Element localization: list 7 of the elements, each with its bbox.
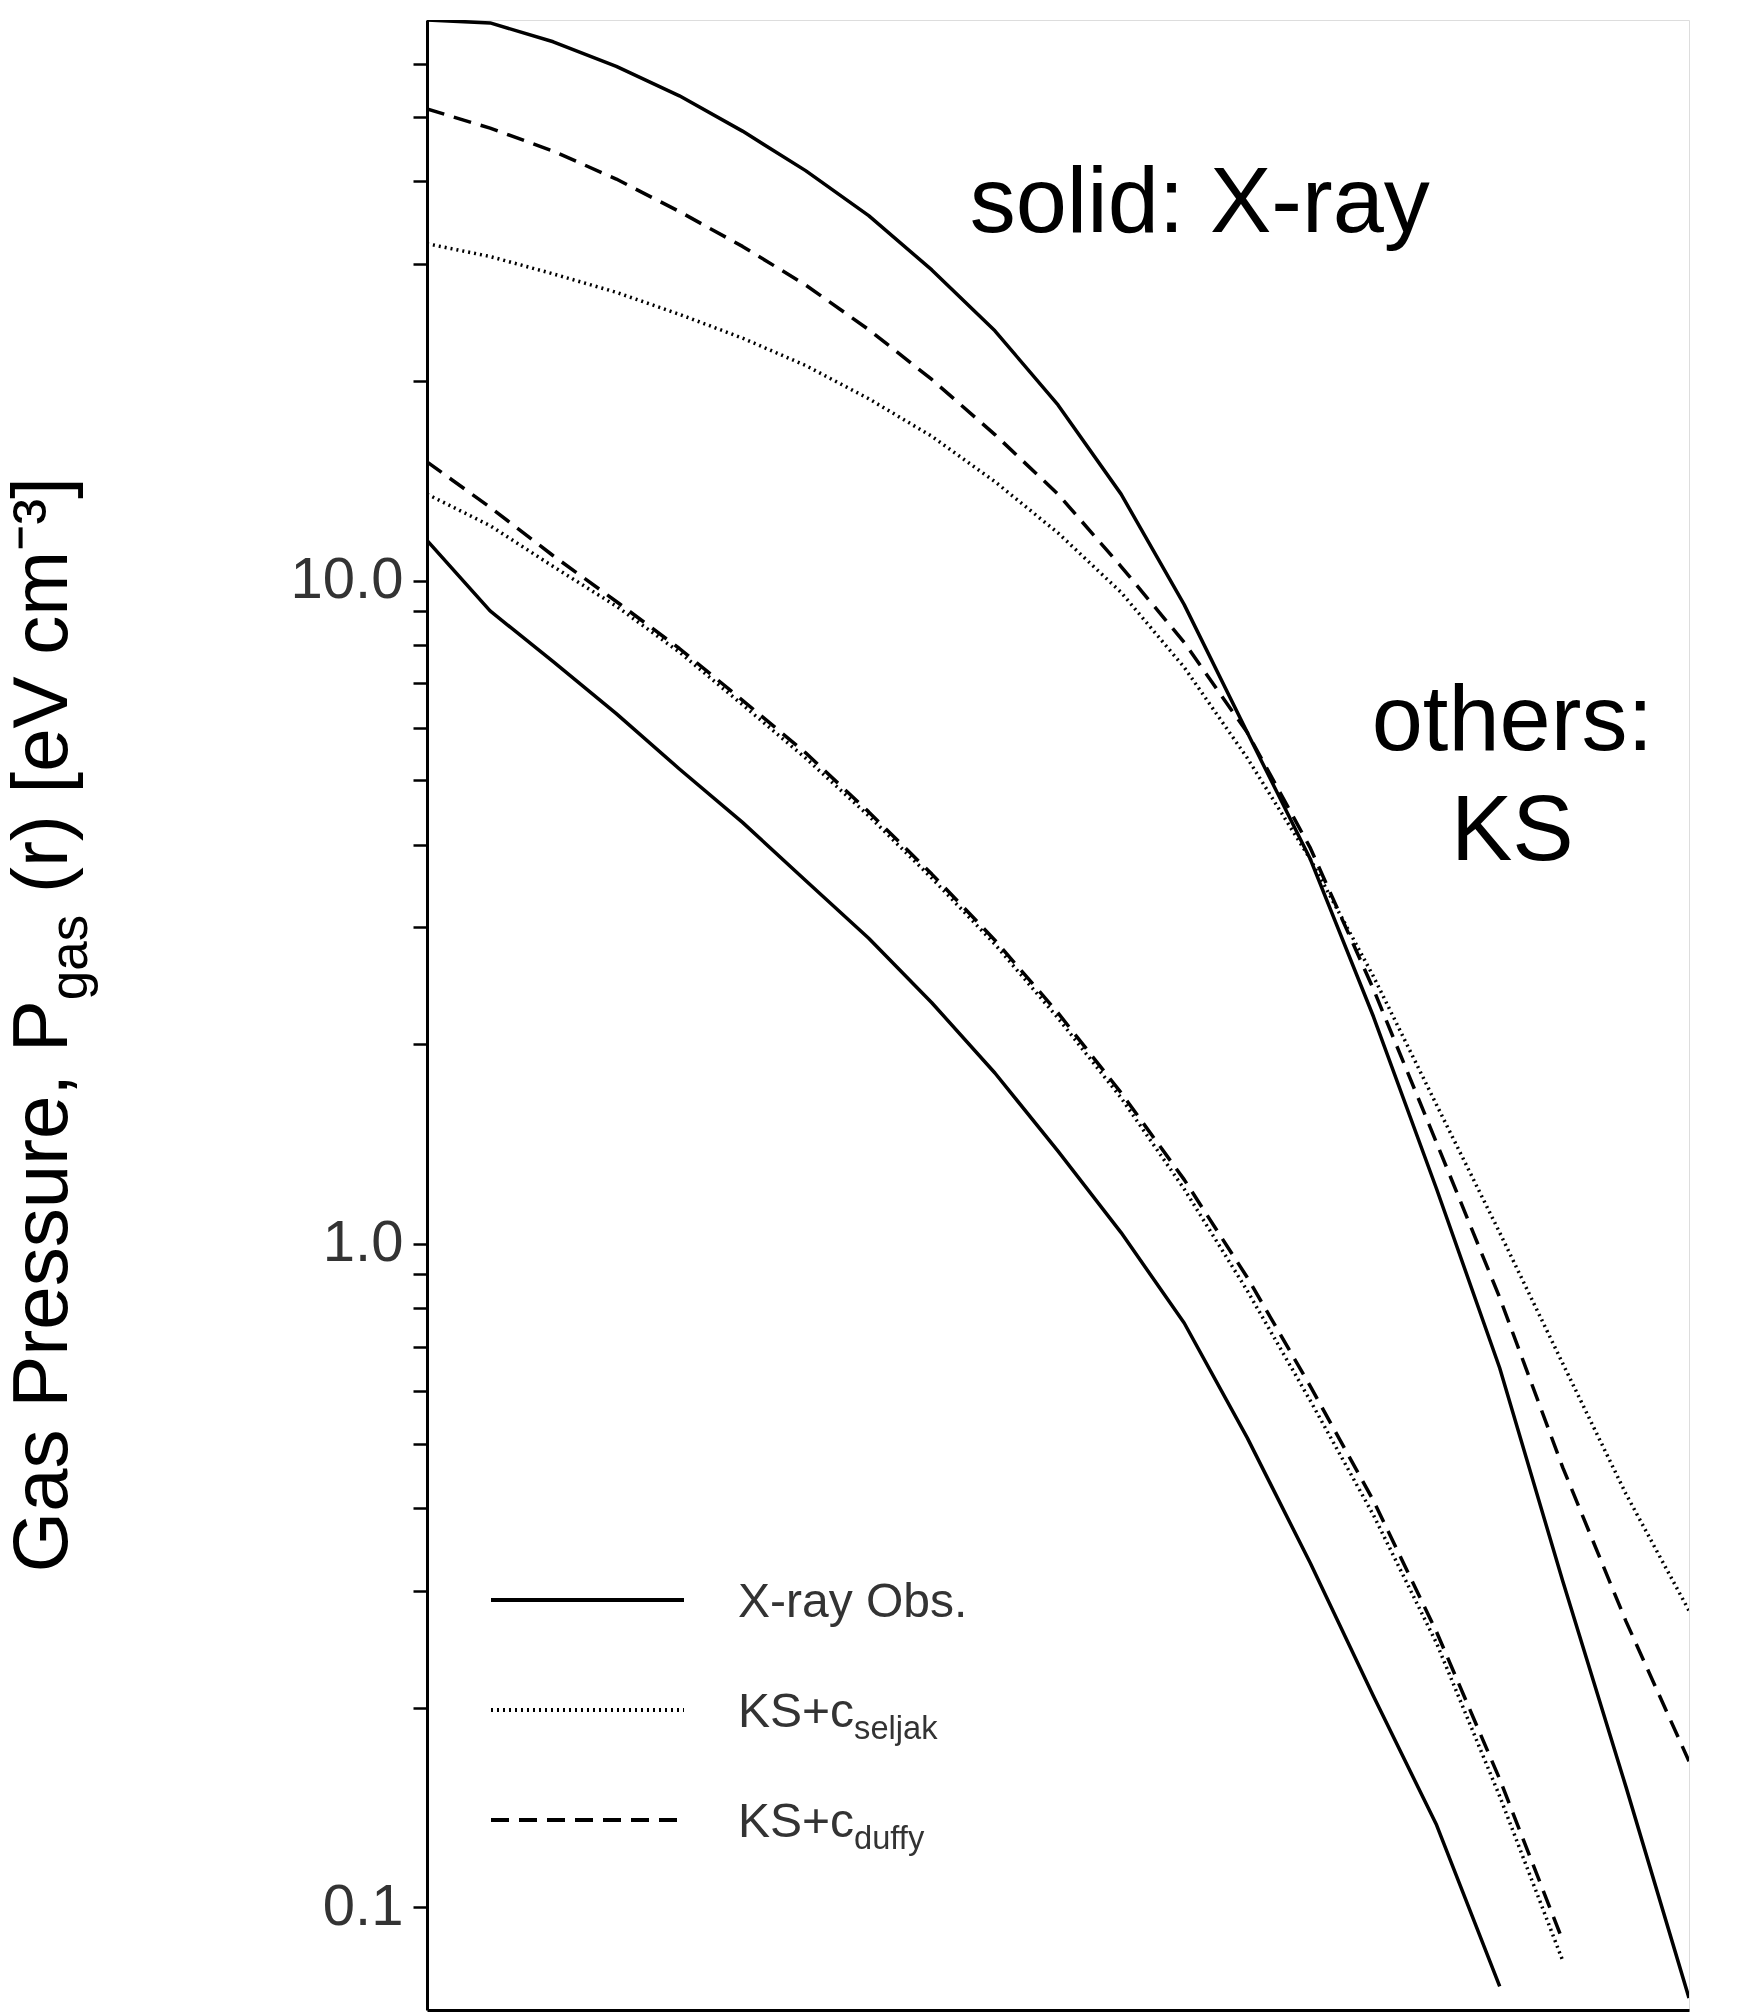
- legend-label: X-ray Obs.: [738, 1574, 968, 1628]
- y-axis-title: Gas Pressure, Pgas (r) [eV cm⁻³]: [0, 477, 98, 1573]
- y-tick-label: 10.0: [290, 545, 404, 611]
- y-tick-label: 0.1: [322, 1871, 404, 1937]
- annotation: solid: X-ray: [969, 149, 1430, 252]
- y-tick-label: 1.0: [322, 1208, 404, 1274]
- annotation: others: KS: [1371, 666, 1653, 879]
